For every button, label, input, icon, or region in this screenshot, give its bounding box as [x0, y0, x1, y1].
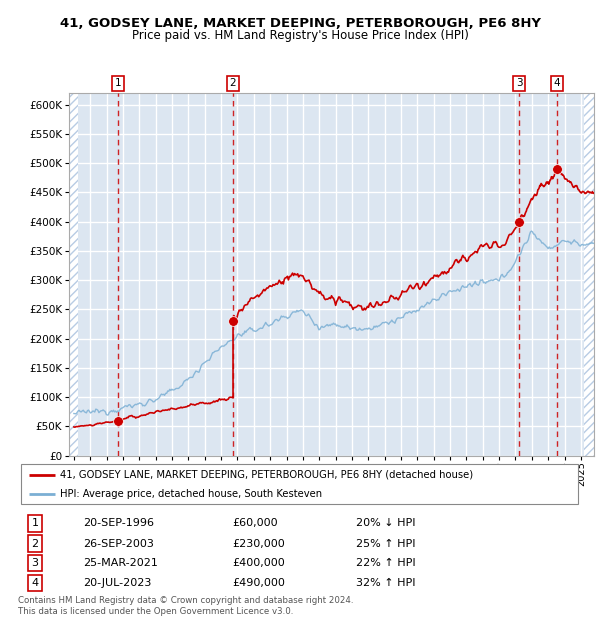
- Text: 4: 4: [31, 578, 38, 588]
- Text: HPI: Average price, detached house, South Kesteven: HPI: Average price, detached house, Sout…: [60, 489, 322, 499]
- Text: 41, GODSEY LANE, MARKET DEEPING, PETERBOROUGH, PE6 8HY (detached house): 41, GODSEY LANE, MARKET DEEPING, PETERBO…: [60, 469, 473, 479]
- Text: 20% ↓ HPI: 20% ↓ HPI: [356, 518, 416, 528]
- Bar: [69, 93, 78, 456]
- Text: 3: 3: [31, 558, 38, 568]
- Text: 25-MAR-2021: 25-MAR-2021: [83, 558, 158, 568]
- Text: 22% ↑ HPI: 22% ↑ HPI: [356, 558, 416, 568]
- Text: £60,000: £60,000: [232, 518, 278, 528]
- Text: 20-SEP-1996: 20-SEP-1996: [83, 518, 154, 528]
- Text: £230,000: £230,000: [232, 539, 285, 549]
- Text: £490,000: £490,000: [232, 578, 285, 588]
- Text: 20-JUL-2023: 20-JUL-2023: [83, 578, 151, 588]
- Text: 1: 1: [31, 518, 38, 528]
- Text: 3: 3: [516, 78, 523, 88]
- Text: 41, GODSEY LANE, MARKET DEEPING, PETERBOROUGH, PE6 8HY: 41, GODSEY LANE, MARKET DEEPING, PETERBO…: [59, 17, 541, 30]
- Text: 25% ↑ HPI: 25% ↑ HPI: [356, 539, 416, 549]
- Bar: [584, 93, 594, 456]
- Text: Contains HM Land Registry data © Crown copyright and database right 2024.
This d: Contains HM Land Registry data © Crown c…: [18, 596, 353, 616]
- Text: 2: 2: [230, 78, 236, 88]
- FancyBboxPatch shape: [21, 464, 578, 505]
- Text: 26-SEP-2003: 26-SEP-2003: [83, 539, 154, 549]
- Text: 32% ↑ HPI: 32% ↑ HPI: [356, 578, 416, 588]
- Text: 1: 1: [115, 78, 122, 88]
- Text: 4: 4: [554, 78, 560, 88]
- Text: 2: 2: [31, 539, 38, 549]
- Text: £400,000: £400,000: [232, 558, 285, 568]
- Text: Price paid vs. HM Land Registry's House Price Index (HPI): Price paid vs. HM Land Registry's House …: [131, 30, 469, 42]
